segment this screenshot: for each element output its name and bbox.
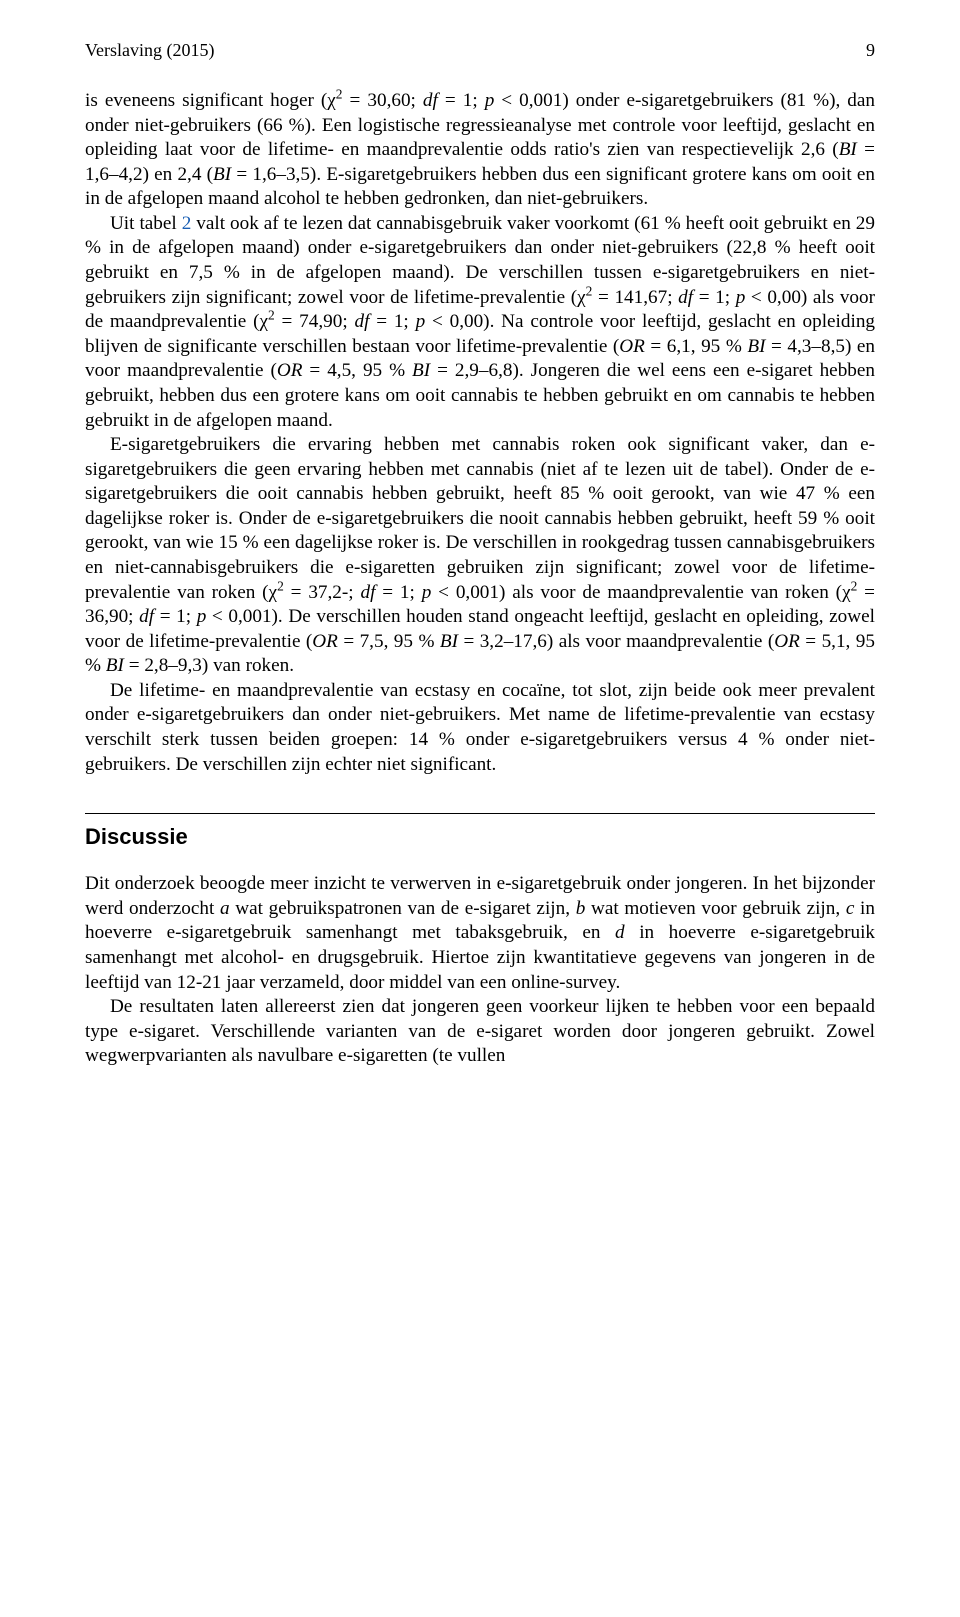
running-header: Verslaving (2015) 9 (85, 40, 875, 61)
discussion-paragraph-1: Dit onderzoek beoogde meer inzicht te ve… (85, 872, 875, 995)
body-text: is eveneens significant hoger (χ2 = 30,6… (85, 89, 875, 1069)
paragraph-2: Uit tabel 2 valt ook af te lezen dat can… (85, 212, 875, 433)
section-title-discussie: Discussie (85, 813, 875, 850)
paragraph-3: E-sigaretgebruikers die ervaring hebben … (85, 433, 875, 679)
page-container: Verslaving (2015) 9 is eveneens signific… (0, 0, 960, 1129)
page-number: 9 (866, 40, 875, 61)
paragraph-4: De lifetime- en maandprevalentie van ecs… (85, 679, 875, 777)
discussion-paragraph-2: De resultaten laten allereerst zien dat … (85, 995, 875, 1069)
journal-title: Verslaving (2015) (85, 40, 214, 61)
table-ref-2[interactable]: 2 (182, 213, 192, 234)
paragraph-1: is eveneens significant hoger (χ2 = 30,6… (85, 89, 875, 212)
